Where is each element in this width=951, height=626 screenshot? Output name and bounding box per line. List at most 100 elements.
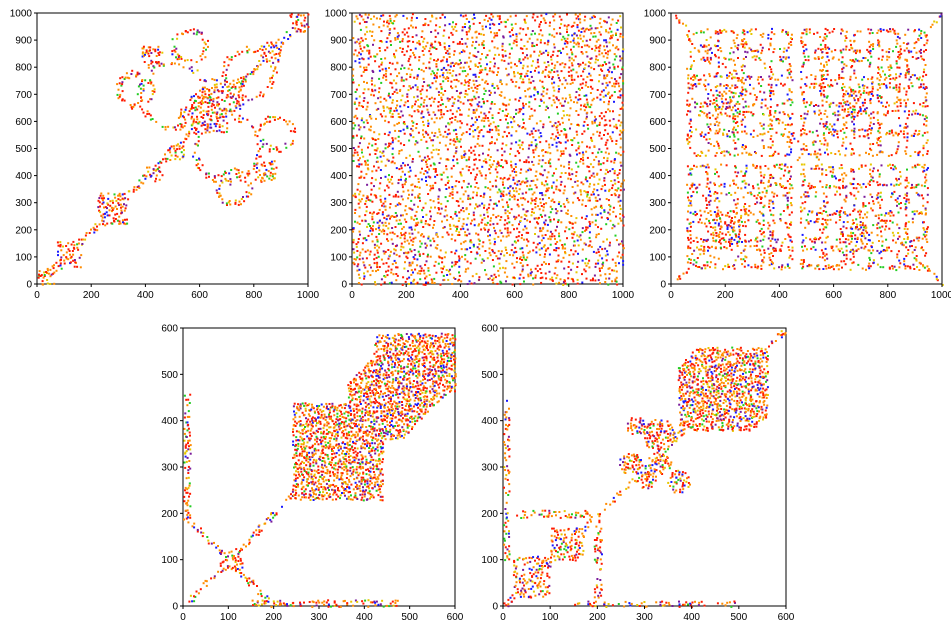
- dot: [522, 113, 525, 116]
- dot: [706, 58, 709, 61]
- dot: [698, 266, 701, 268]
- dot: [687, 238, 690, 241]
- dot: [615, 151, 618, 154]
- dot: [419, 199, 421, 202]
- dot: [689, 221, 692, 224]
- dot: [482, 196, 485, 199]
- dot: [153, 90, 156, 93]
- dot: [493, 57, 496, 60]
- dot: [144, 177, 147, 180]
- dot: [579, 34, 582, 37]
- dot: [537, 71, 540, 74]
- dot: [387, 269, 390, 272]
- dot: [218, 195, 221, 198]
- dot: [272, 61, 275, 64]
- dot: [373, 15, 375, 18]
- dot: [622, 129, 625, 132]
- dot: [206, 125, 209, 128]
- dot: [296, 30, 299, 33]
- dot: [516, 257, 518, 260]
- dot: [382, 74, 385, 77]
- dot: [180, 151, 183, 154]
- dot: [420, 112, 423, 115]
- dot: [352, 81, 355, 84]
- dot: [417, 205, 419, 208]
- dot: [596, 199, 599, 202]
- dot: [387, 257, 390, 260]
- dot: [467, 65, 470, 68]
- dot: [266, 41, 269, 44]
- dot: [362, 261, 365, 264]
- dot: [440, 98, 443, 101]
- dot: [418, 67, 420, 70]
- dot: [272, 44, 275, 47]
- dot: [551, 208, 554, 211]
- dot: [199, 89, 201, 92]
- dot: [267, 115, 270, 118]
- dot: [582, 78, 585, 81]
- dot: [384, 72, 387, 75]
- dot: [521, 234, 523, 237]
- dot: [574, 13, 577, 16]
- dot: [426, 244, 428, 247]
- dot: [78, 238, 81, 241]
- dot: [378, 26, 381, 29]
- dot: [366, 183, 369, 186]
- dot: [414, 268, 417, 271]
- dot: [157, 48, 160, 51]
- dot: [74, 261, 77, 264]
- dot: [246, 73, 249, 76]
- dot: [157, 162, 160, 165]
- dot: [454, 210, 457, 213]
- dot: [508, 198, 511, 201]
- dot: [600, 206, 603, 209]
- dot: [555, 249, 558, 252]
- dot: [459, 171, 462, 174]
- dot: [530, 271, 533, 274]
- dot: [388, 131, 391, 134]
- dot: [609, 241, 611, 244]
- dot: [213, 175, 216, 178]
- dot: [437, 109, 440, 112]
- dot: [594, 279, 597, 282]
- dot: [549, 230, 552, 233]
- dot: [460, 113, 463, 116]
- dot: [264, 117, 267, 120]
- dot: [202, 101, 205, 104]
- dot: [547, 64, 550, 67]
- dot: [228, 103, 231, 106]
- dot: [356, 221, 359, 224]
- dot: [377, 97, 380, 100]
- dot: [518, 231, 521, 234]
- dot: [563, 205, 566, 208]
- dot: [542, 209, 545, 212]
- dot: [556, 54, 559, 57]
- dot: [548, 143, 551, 146]
- dot: [575, 271, 578, 274]
- dot: [590, 66, 593, 69]
- dot: [606, 238, 608, 241]
- dot: [250, 182, 252, 185]
- dot: [689, 172, 692, 175]
- dot: [523, 213, 526, 216]
- dot: [560, 152, 563, 155]
- dot: [211, 102, 214, 105]
- dot: [537, 92, 539, 95]
- dot: [518, 152, 521, 155]
- dot: [358, 61, 361, 64]
- dot: [396, 32, 399, 35]
- dot: [584, 270, 587, 273]
- dot: [426, 166, 429, 168]
- dot: [482, 100, 485, 103]
- dot: [613, 125, 616, 128]
- dot: [702, 194, 705, 197]
- dot: [411, 106, 413, 109]
- dot: [401, 64, 404, 67]
- dot: [613, 225, 616, 228]
- dot: [435, 87, 438, 90]
- dot: [473, 17, 476, 19]
- dot: [412, 86, 414, 89]
- dot: [563, 243, 566, 246]
- dot: [574, 96, 577, 99]
- dot: [384, 147, 387, 150]
